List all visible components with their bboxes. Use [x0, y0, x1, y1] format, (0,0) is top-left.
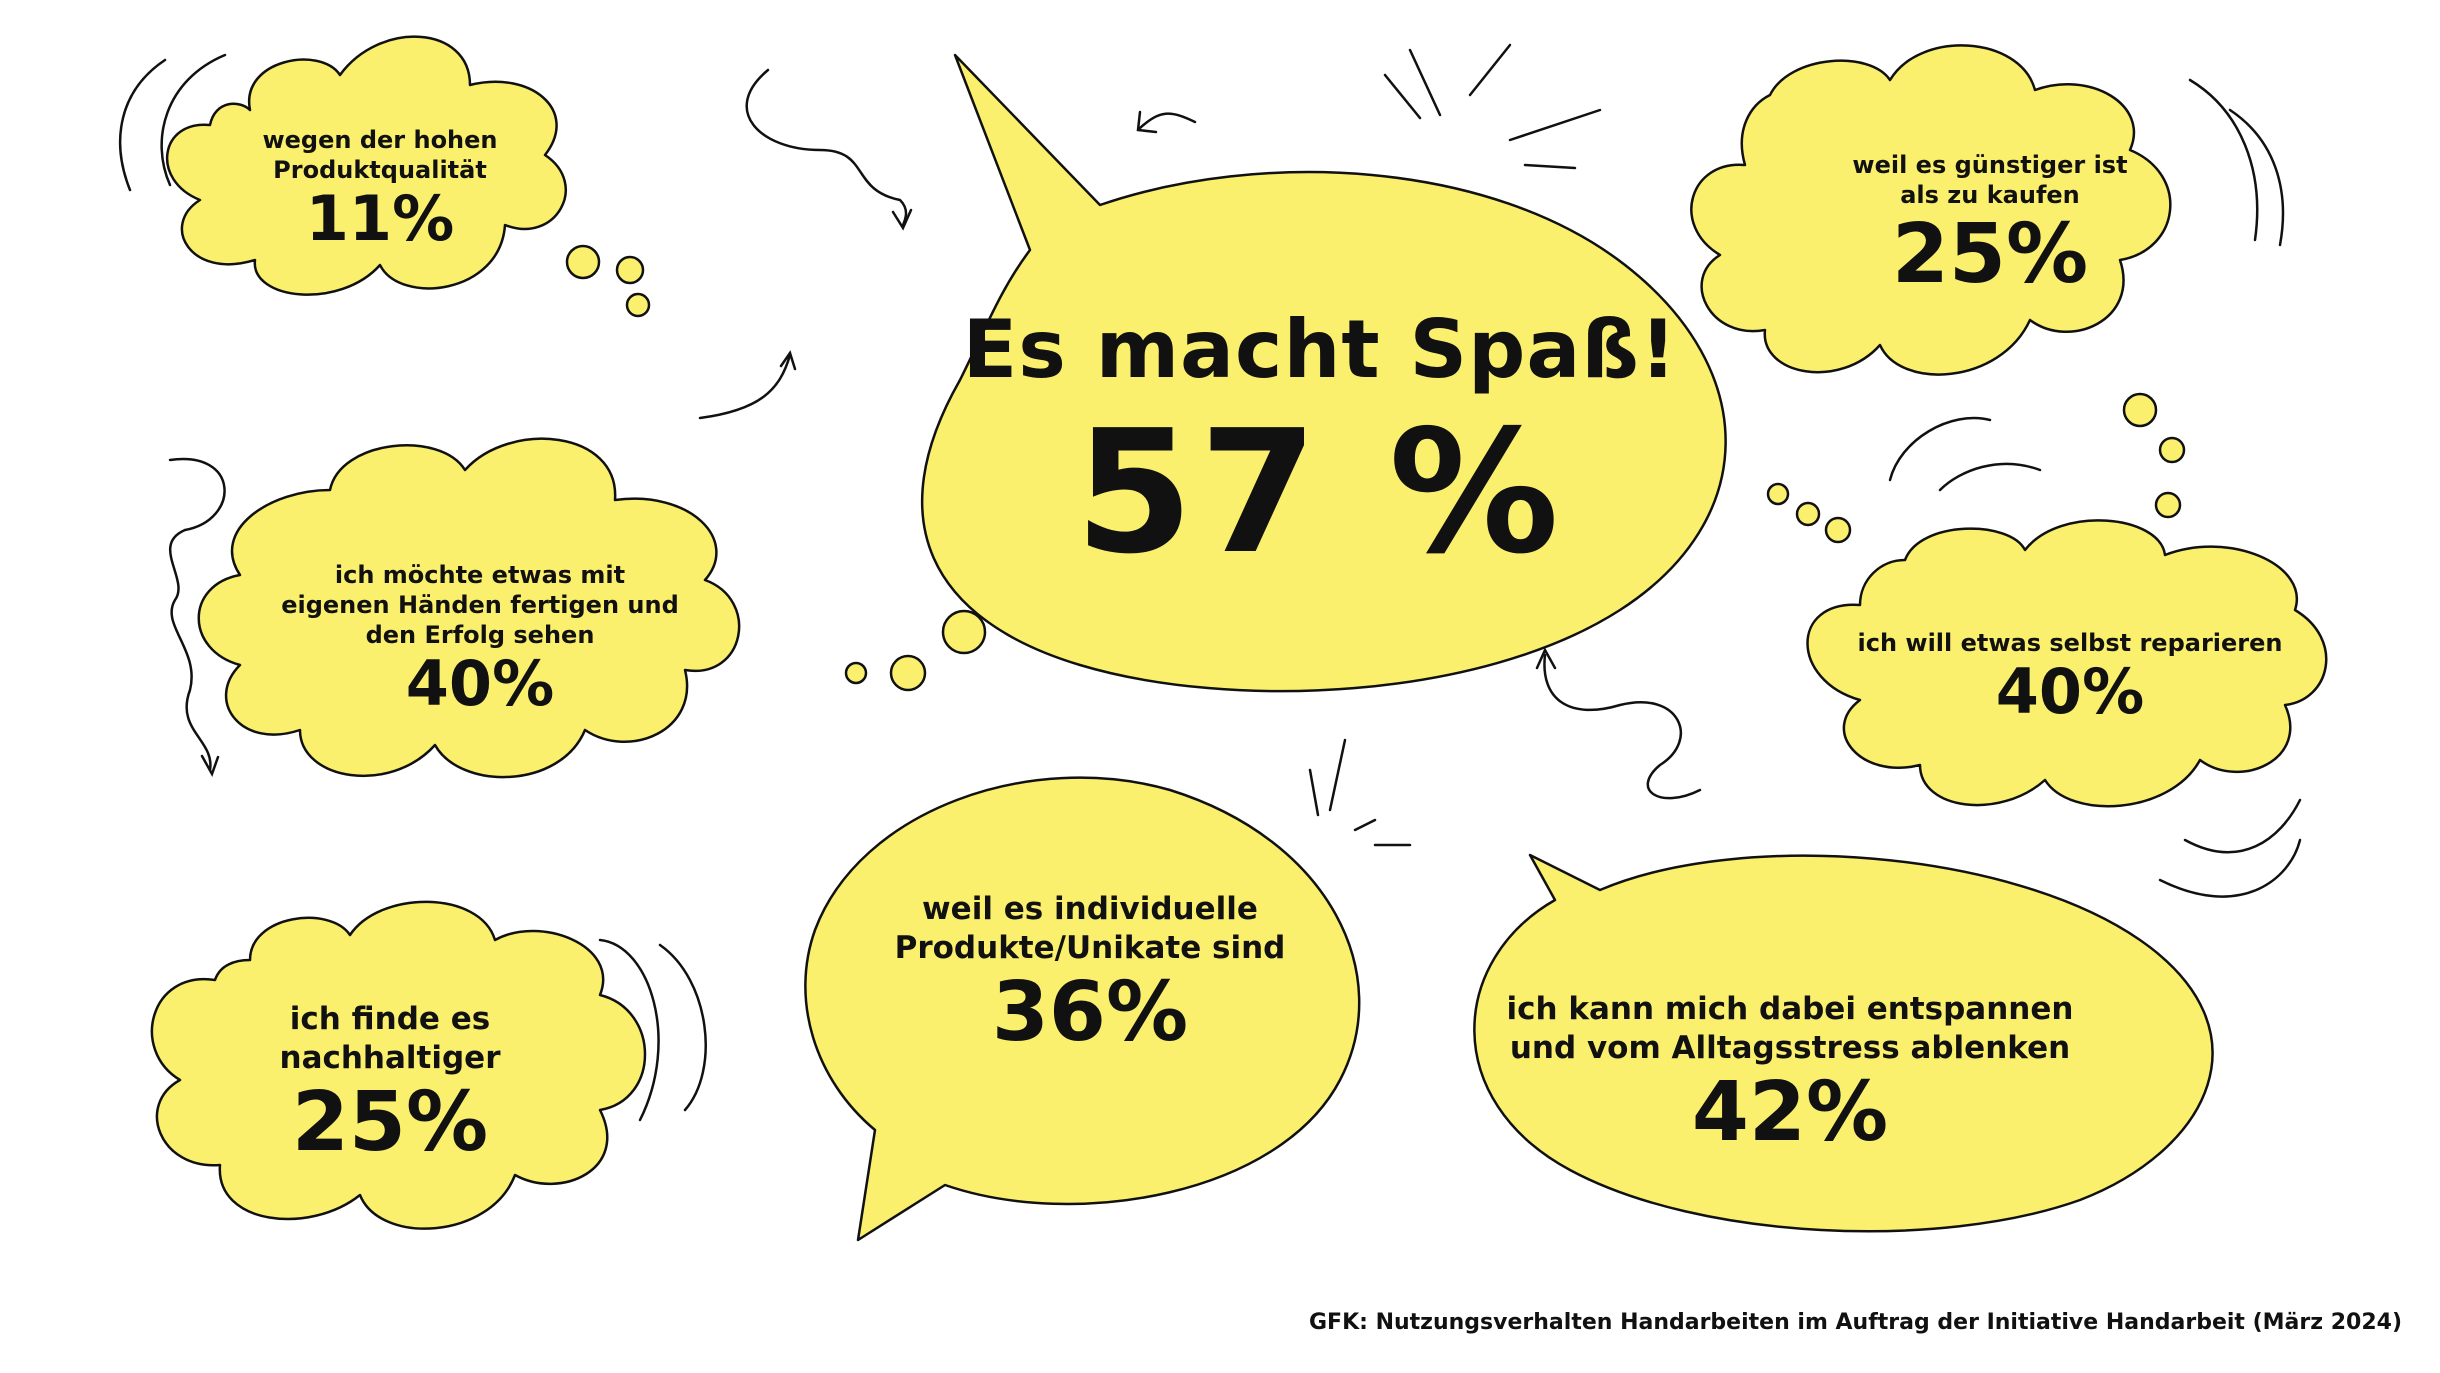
speech-bubble-unique [804, 776, 1361, 1242]
motion-arc [658, 943, 707, 1112]
thought-dot [2158, 436, 2186, 464]
curved-arrow [698, 353, 792, 420]
motion-arc [2188, 78, 2259, 242]
squiggle-arrow [1543, 653, 1702, 800]
ray-line [1468, 43, 1512, 97]
reason-label-line: ich will etwas selbst reparieren [1857, 629, 2283, 657]
reason-percentage: 40% [1995, 655, 2145, 728]
ray-line [1523, 163, 1577, 170]
thought-dot [2122, 392, 2158, 428]
reason-repair: ich will etwas selbst reparieren 40% [1850, 628, 2290, 726]
arrow-head [891, 208, 913, 231]
motion-arc [2158, 838, 2302, 898]
ray-line [1308, 768, 1320, 817]
source-note: GFK: Nutzungsverhalten Handarbeiten im A… [1309, 1310, 2402, 1335]
reason-label-line: weil es individuelle [922, 891, 1258, 927]
ray-line [1383, 73, 1422, 120]
thought-dot [1766, 482, 1790, 506]
motion-arc [118, 58, 167, 192]
arrow-head [1535, 647, 1557, 670]
reason-unique: weil es individuelle Produkte/Unikate si… [860, 890, 1320, 1058]
curved-arrow [1138, 112, 1197, 130]
reason-label-line: wegen der hohen [262, 126, 498, 154]
motion-arc [1888, 416, 1992, 482]
main-bubble-text: Es macht Spaß! 57 % [960, 300, 1680, 587]
thought-dot [1795, 501, 1821, 527]
thought-dot [889, 654, 927, 692]
thought-dot [565, 244, 601, 280]
squiggle-arrow [168, 457, 226, 772]
thought-dot [2154, 491, 2182, 519]
thought-dot [625, 292, 651, 318]
reason-hands: ich möchte etwas mit eigenen Händen fert… [270, 560, 690, 718]
thought-dot [844, 661, 868, 685]
main-label: Es macht Spaß! [962, 303, 1678, 396]
reason-label-line: als zu kaufen [1900, 181, 2080, 209]
cloud-bubble-sustainable [150, 900, 647, 1230]
cloud-bubble-quality [165, 35, 567, 296]
reason-label-line: den Erfolg sehen [365, 621, 595, 649]
reason-label-line: ich finde es [289, 1001, 491, 1037]
reason-relax: ich kann mich dabei entspannen und vom A… [1470, 990, 2110, 1158]
reason-label-line: Produkte/Unikate sind [894, 929, 1286, 966]
speech-bubble-relax [1473, 853, 2214, 1233]
reason-quality: wegen der hohen Produktqualität 11% [230, 125, 530, 253]
motion-arc [160, 53, 227, 187]
reason-percentage: 36% [991, 964, 1189, 1060]
squiggle-arrow [745, 68, 908, 227]
main-percentage: 57 % [1074, 394, 1566, 592]
reason-label-line: ich möchte etwas mit [334, 561, 626, 589]
ray-line [1353, 818, 1377, 832]
reason-cheaper: weil es günstiger ist als zu kaufen 25% [1810, 150, 2170, 300]
cloud-bubble-repair [1806, 519, 2328, 808]
arrow-head [1136, 110, 1158, 134]
reason-label-line: und vom Alltagsstress ablenken [1509, 1029, 2071, 1066]
thought-dot [615, 255, 645, 285]
reason-label-line: ich kann mich dabei entspannen [1506, 991, 2074, 1027]
reason-percentage: 11% [305, 182, 455, 255]
thought-dot [941, 609, 987, 655]
reason-percentage: 25% [291, 1074, 489, 1170]
reason-label-line: Produktqualität [273, 156, 487, 184]
ray-line [1408, 48, 1442, 117]
cloud-bubble-hands [197, 437, 741, 779]
reason-percentage: 40% [405, 647, 555, 720]
reason-label-line: nachhaltiger [279, 1039, 501, 1076]
ray-line [1508, 108, 1602, 142]
speech-bubble-main [920, 53, 1727, 693]
cloud-bubble-cheaper [1690, 44, 2172, 376]
reason-label-line: weil es günstiger ist [1852, 151, 2128, 179]
reason-label-line: eigenen Händen fertigen und [281, 591, 679, 619]
thought-dot [1824, 516, 1852, 544]
arrow-head [200, 754, 220, 778]
motion-arc [2183, 798, 2302, 854]
motion-arc [598, 938, 660, 1122]
arrow-head [779, 350, 797, 371]
reason-sustainable: ich finde es nachhaltiger 25% [220, 1000, 560, 1168]
ray-line [1328, 738, 1347, 812]
motion-arc [1938, 462, 2042, 492]
reason-percentage: 42% [1691, 1064, 1889, 1160]
motion-arc [2228, 108, 2285, 247]
reason-percentage: 25% [1891, 207, 2089, 302]
